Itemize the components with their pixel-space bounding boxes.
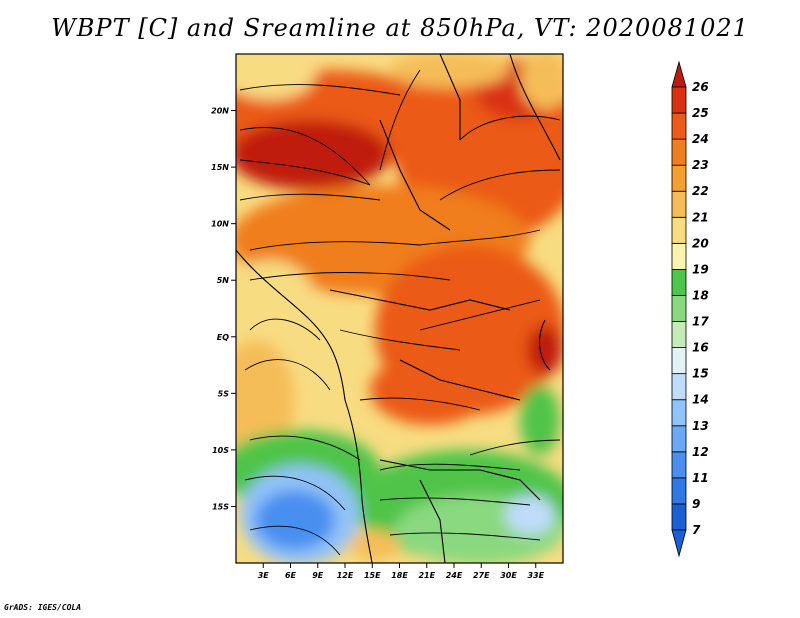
streamline xyxy=(359,397,481,411)
colorbar-segment xyxy=(671,373,687,401)
streamline xyxy=(439,169,561,201)
lon-tick-label: 6E xyxy=(285,571,297,580)
streamline xyxy=(339,329,461,351)
colorbar-segment xyxy=(671,321,687,348)
lon-tick-label: 21E xyxy=(418,571,435,580)
lon-tick-label: 12E xyxy=(337,571,354,580)
lon-tick-label: 15E xyxy=(364,571,381,580)
colorbar-label: 12 xyxy=(692,445,709,459)
streamline xyxy=(239,159,371,186)
lon-tick-label: 27E xyxy=(473,571,490,580)
colorbar-label: 9 xyxy=(692,497,700,511)
colorbar-segment xyxy=(671,347,687,375)
colorbar-label: 25 xyxy=(692,106,709,120)
border-line xyxy=(329,289,511,311)
border-line xyxy=(439,54,461,140)
streamline xyxy=(379,497,531,506)
colorbar-segment xyxy=(671,112,687,140)
chart-title: WBPT [C] and Sreamline at 850hPa, VT: 20… xyxy=(51,14,749,42)
streamline xyxy=(249,435,361,461)
colorbar-label: 13 xyxy=(692,419,709,433)
colorbar-label: 11 xyxy=(692,471,709,485)
colorbar-top-arrow xyxy=(671,60,687,88)
lat-tick-label: 20N xyxy=(211,107,229,116)
colorbar-segment xyxy=(671,451,687,479)
colorbar-segment xyxy=(671,425,687,453)
streamline xyxy=(249,241,421,251)
streamline xyxy=(379,69,421,171)
lat-tick-label: 10S xyxy=(212,446,229,455)
lat-tick-label: 15N xyxy=(211,163,229,172)
colorbar-label: 19 xyxy=(692,262,709,276)
streamlines xyxy=(239,69,561,556)
border-line xyxy=(379,459,541,501)
colorbar-segment xyxy=(671,190,687,218)
latitude-axis: 20N 15N 10N 5N EQ 5S 10S 15S xyxy=(211,107,236,511)
colorbar-label: 16 xyxy=(692,341,709,355)
border-line xyxy=(399,359,521,401)
streamline xyxy=(239,84,401,96)
lon-tick-label: 30E xyxy=(500,571,517,580)
streamline xyxy=(389,532,541,541)
colorbar: 7 9 11 12 13 14 15 16 17 18 19 20 21 22 23 24 25 26 xyxy=(671,60,709,558)
streamline xyxy=(249,272,451,281)
lake-outline xyxy=(539,319,551,371)
colorbar-segment xyxy=(671,295,687,322)
lat-tick-label: 10N xyxy=(211,220,229,229)
colorbar-segment xyxy=(671,138,687,166)
colorbar-label: 26 xyxy=(692,80,709,94)
colorbar-segment xyxy=(671,242,687,270)
colorbar-bottom-arrow xyxy=(671,529,687,558)
colorbar-label: 24 xyxy=(692,132,709,146)
colorbar-label: 7 xyxy=(692,523,701,537)
colorbar-segment xyxy=(671,216,687,244)
colorbar-label: 22 xyxy=(692,184,709,198)
coastline xyxy=(236,249,373,563)
lat-tick-label: 5N xyxy=(217,276,230,285)
colorbar-segment xyxy=(671,164,687,192)
lon-tick-label: 9E xyxy=(312,571,324,580)
colorbar-segment xyxy=(671,477,687,505)
colorbar-segment xyxy=(671,399,687,427)
streamline xyxy=(419,299,541,331)
streamline xyxy=(239,127,371,186)
streamline xyxy=(469,439,561,456)
grads-credit: GrADS: IGES/COLA xyxy=(4,603,82,612)
lat-tick-label: 15S xyxy=(212,502,229,511)
border-line xyxy=(419,479,446,563)
streamline xyxy=(249,318,321,341)
lon-tick-label: 3E xyxy=(258,571,270,580)
streamline xyxy=(249,525,341,556)
colorbar-label: 20 xyxy=(692,236,709,250)
streamline xyxy=(239,193,381,201)
streamline xyxy=(419,229,541,246)
streamline xyxy=(459,115,561,141)
colorbar-label: 21 xyxy=(692,210,709,224)
colorbar-label: 17 xyxy=(692,315,709,329)
country-borders xyxy=(236,54,561,563)
border-line xyxy=(509,54,561,161)
lon-tick-label: 33E xyxy=(527,571,544,580)
colorbar-segment xyxy=(671,86,687,114)
lon-tick-label: 18E xyxy=(391,571,408,580)
colorbar-label: 23 xyxy=(692,158,709,172)
colorbar-segment xyxy=(671,269,687,296)
colorbar-label: 14 xyxy=(692,393,709,407)
colorbar-label: 15 xyxy=(692,367,709,381)
lon-tick-label: 24E xyxy=(446,571,463,580)
longitude-axis: 3E 6E 9E 12E 15E 18E 21E 24E 27E 30E 33E xyxy=(258,563,545,580)
lat-tick-label: EQ xyxy=(217,333,229,342)
colorbar-segment xyxy=(671,503,687,531)
border-line xyxy=(379,119,451,231)
colorbar-label: 18 xyxy=(692,288,709,302)
lat-tick-label: 5S xyxy=(218,389,230,398)
streamline xyxy=(379,463,521,471)
wbpt-field xyxy=(236,54,563,563)
streamline xyxy=(244,359,331,391)
streamline xyxy=(244,475,346,511)
